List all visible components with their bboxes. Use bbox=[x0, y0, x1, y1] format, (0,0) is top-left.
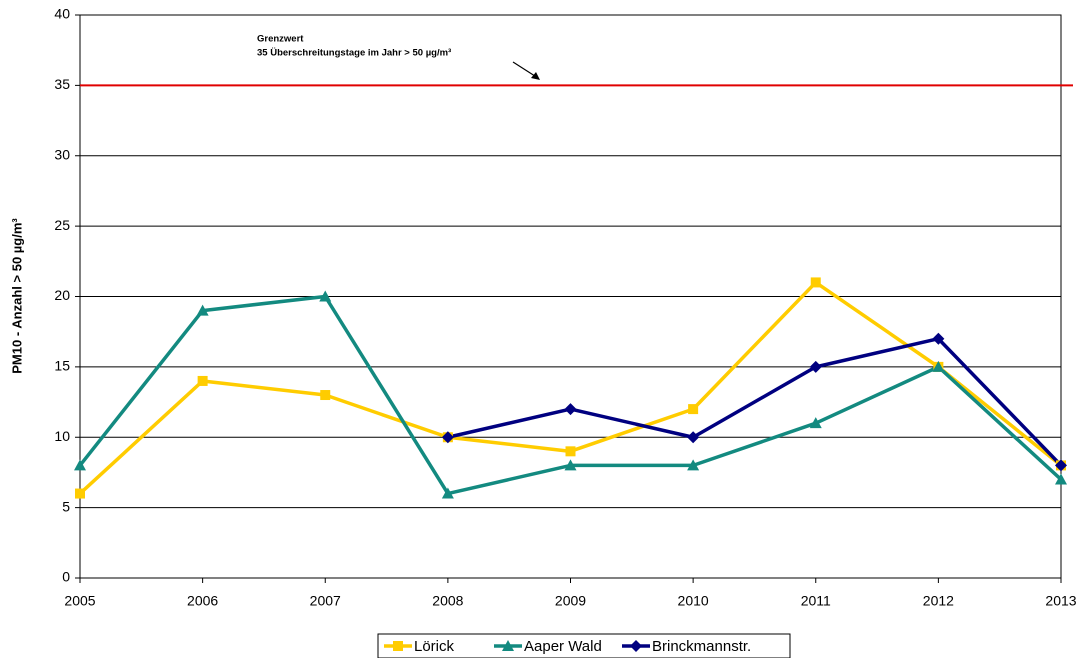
point-marker bbox=[319, 290, 332, 302]
x-tick-label: 2005 bbox=[64, 593, 95, 609]
legend-marker bbox=[630, 640, 642, 652]
point-marker bbox=[197, 375, 208, 386]
point-marker bbox=[809, 417, 822, 429]
point-marker bbox=[320, 390, 331, 401]
x-tick-label: 2008 bbox=[432, 593, 463, 609]
x-tick-label: 2010 bbox=[678, 593, 709, 609]
legend-marker bbox=[393, 641, 403, 651]
y-tick-label: 30 bbox=[54, 146, 70, 162]
x-tick-label: 2006 bbox=[187, 593, 218, 609]
legend-label: Aaper Wald bbox=[524, 638, 602, 655]
point-marker bbox=[687, 459, 700, 471]
legend-label: Lörick bbox=[414, 638, 455, 655]
annotation: 35 Überschreitungstage im Jahr > 50 µg/m… bbox=[257, 48, 451, 59]
point-marker bbox=[441, 487, 454, 499]
x-tick-label: 2007 bbox=[310, 593, 341, 609]
y-tick-label: 35 bbox=[54, 76, 70, 92]
x-tick-label: 2013 bbox=[1045, 593, 1076, 609]
y-tick-label: 20 bbox=[54, 287, 70, 303]
point-marker bbox=[688, 404, 699, 415]
y-tick-label: 15 bbox=[54, 358, 70, 374]
point-marker bbox=[565, 446, 576, 457]
series-line bbox=[447, 336, 1063, 467]
y-axis-label: PM10 - Anzahl > 50 µg/m³ bbox=[9, 218, 24, 374]
y-tick-label: 25 bbox=[54, 217, 70, 233]
x-tick-label: 2012 bbox=[923, 593, 954, 609]
point-marker bbox=[932, 360, 945, 372]
y-tick-label: 0 bbox=[62, 569, 70, 585]
point-marker bbox=[75, 488, 85, 499]
x-tick-label: 2009 bbox=[555, 593, 586, 609]
point-marker bbox=[932, 332, 945, 345]
legend bbox=[377, 633, 791, 658]
legend-marker bbox=[502, 640, 514, 651]
point-marker bbox=[1055, 473, 1067, 485]
annotation-arrowhead bbox=[531, 72, 540, 80]
annotation: Grenzwert bbox=[257, 34, 304, 45]
point-marker bbox=[564, 403, 577, 416]
point-marker bbox=[74, 459, 86, 471]
point-marker bbox=[810, 277, 821, 288]
point-marker bbox=[809, 360, 822, 373]
point-marker bbox=[564, 459, 577, 471]
plot-border bbox=[79, 14, 1062, 579]
point-marker bbox=[687, 431, 700, 444]
x-tick-label: 2011 bbox=[801, 593, 831, 609]
y-tick-label: 10 bbox=[54, 428, 70, 444]
y-tick-label: 5 bbox=[62, 498, 70, 514]
y-tick-label: 40 bbox=[54, 6, 70, 22]
point-marker bbox=[441, 431, 454, 444]
point-marker bbox=[196, 304, 209, 316]
legend-label: Brinckmannstr. bbox=[652, 638, 751, 655]
point-marker bbox=[1055, 459, 1067, 472]
